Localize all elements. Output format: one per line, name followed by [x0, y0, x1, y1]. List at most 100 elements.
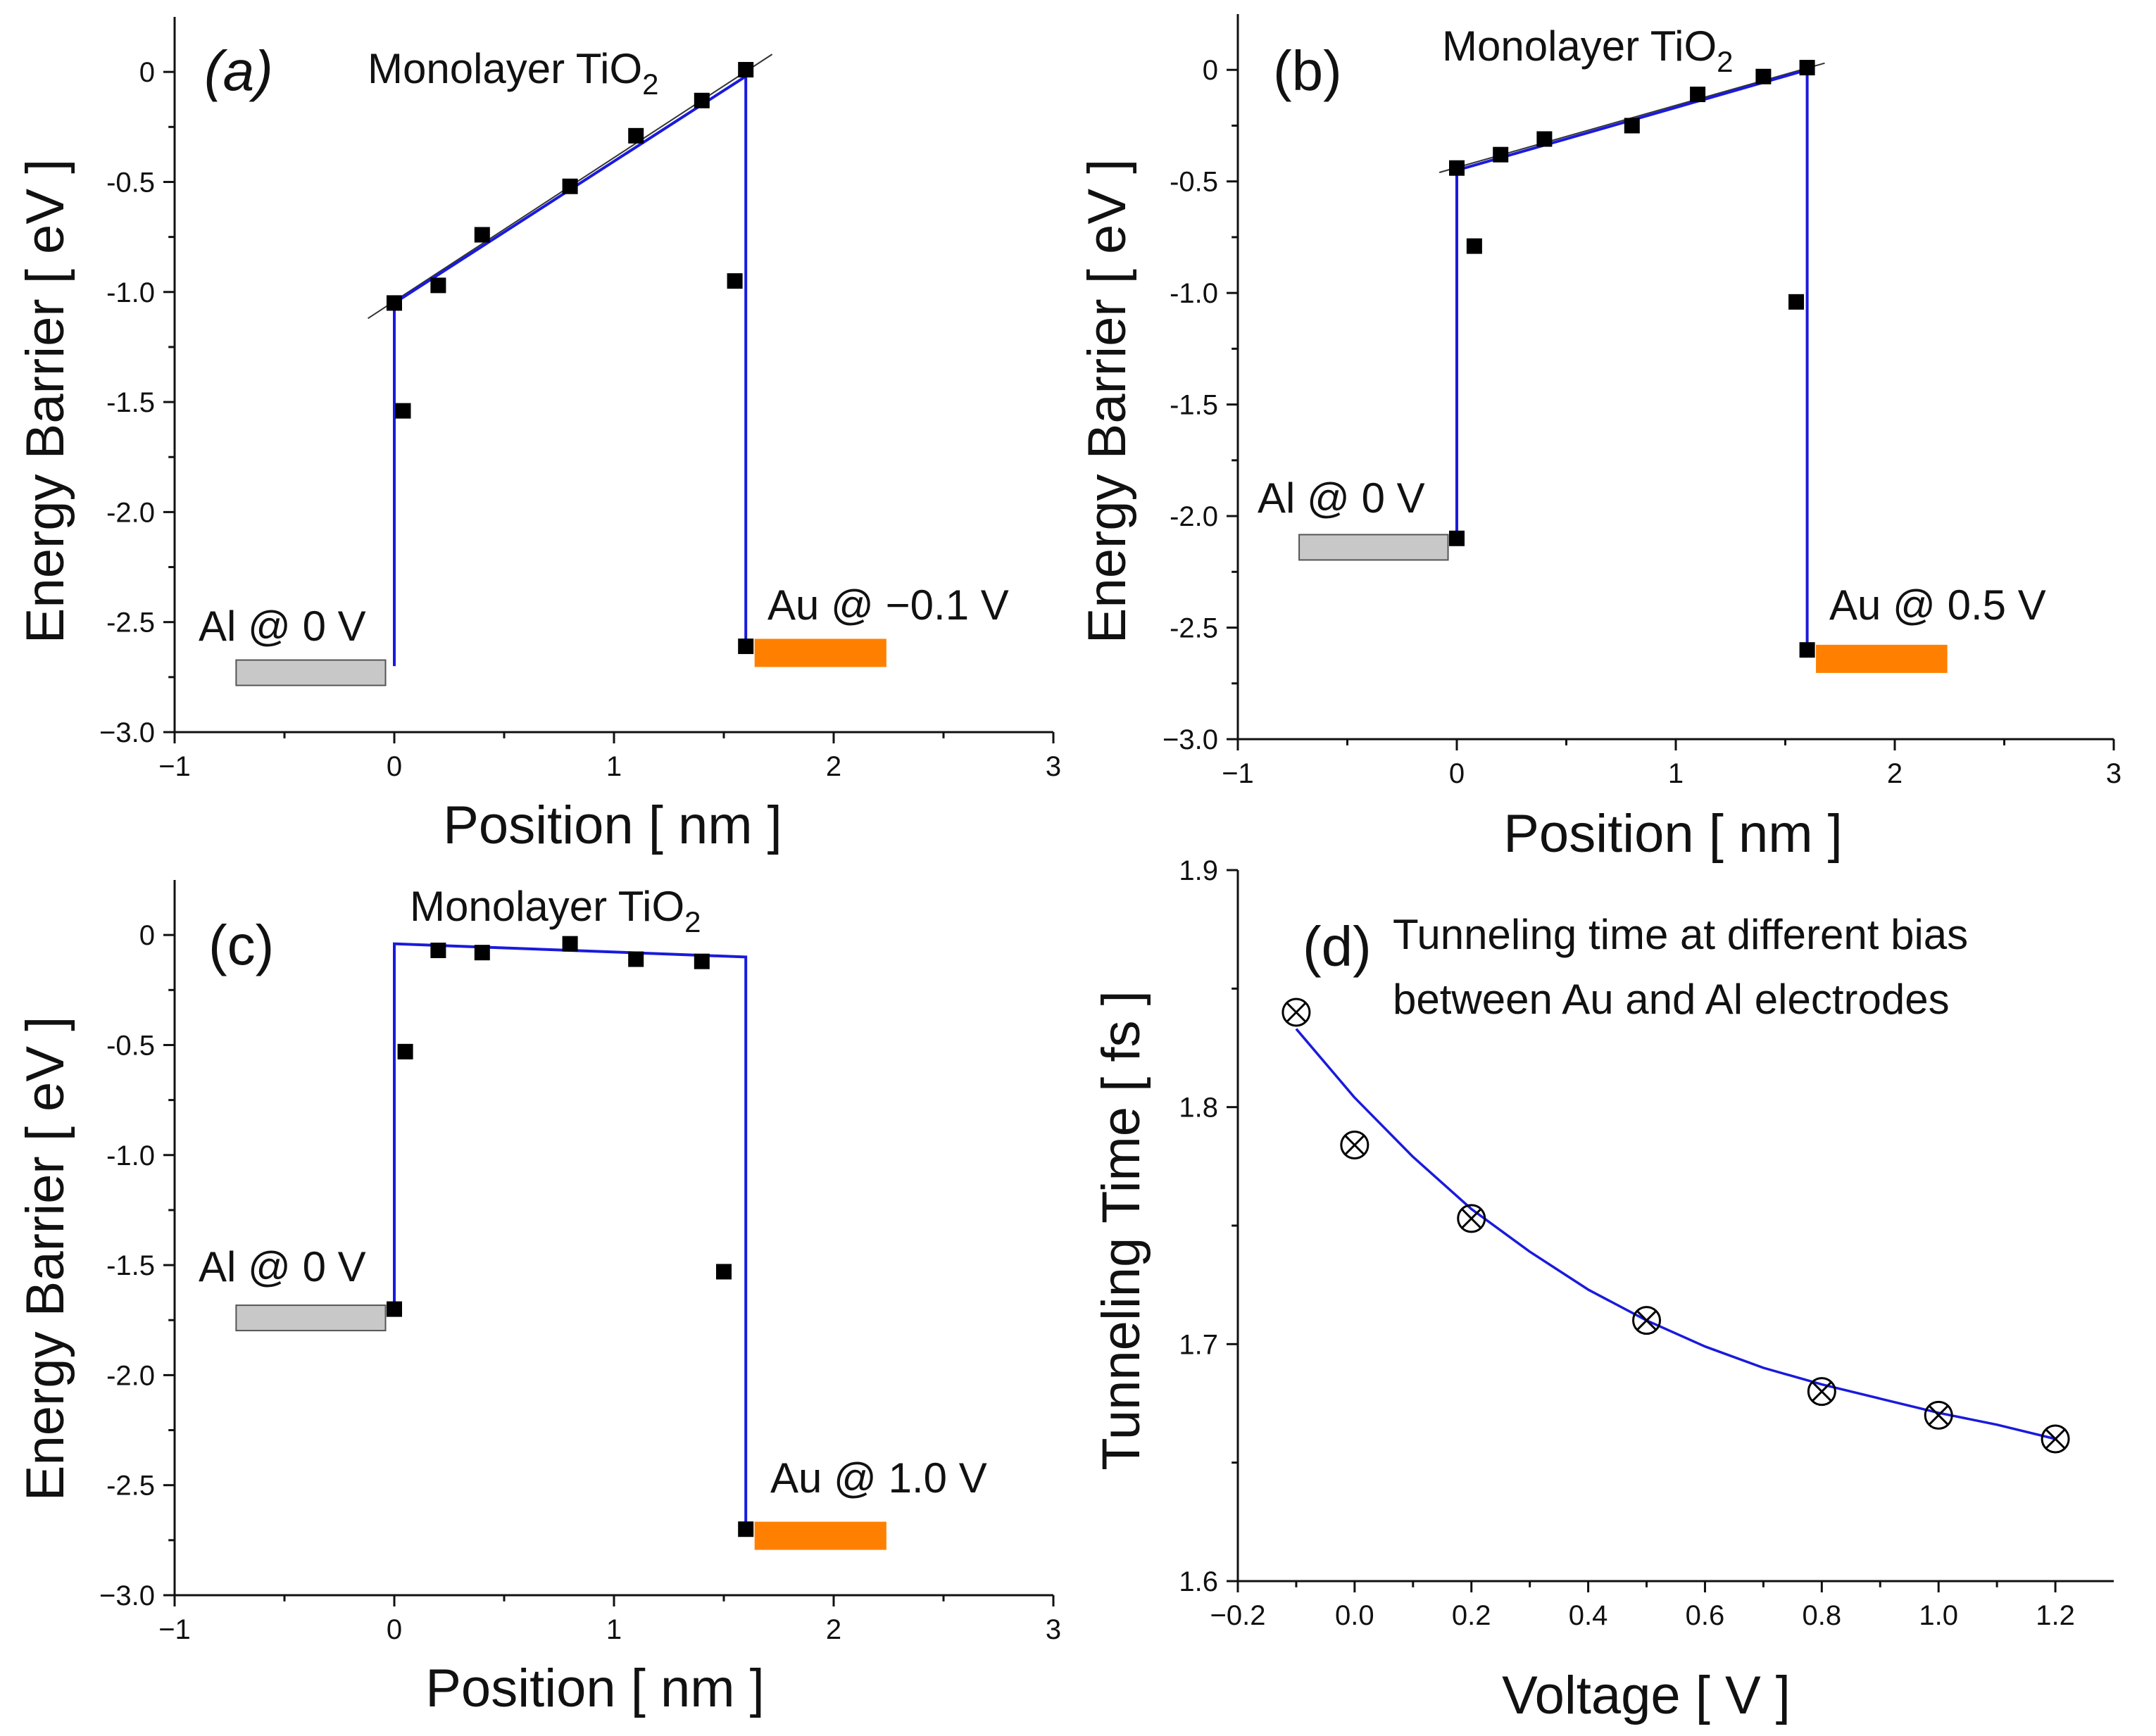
data-point-b [1799, 60, 1815, 76]
data-point-a [387, 295, 402, 311]
y-tick-label-a: -0.5 [106, 167, 155, 198]
point-circle [1807, 1377, 1836, 1407]
al-electrode-bar-a [235, 659, 387, 686]
x-tick-label-a: 2 [826, 751, 841, 782]
y-axis-title-a: Energy Barrier [ eV ] [15, 159, 75, 644]
point-cross [2045, 1428, 2066, 1449]
y-tick-label-b: -1.5 [1170, 390, 1218, 421]
point-cross [1286, 1002, 1306, 1023]
y-axis-title-b: Energy Barrier [ eV ] [1077, 159, 1137, 644]
panel-c: (c) Monolayer TiO2 Position [ nm ] Energ… [15, 883, 987, 1718]
data-point-b [1755, 68, 1772, 84]
x-tick-label-d: 1.0 [1919, 1600, 1958, 1631]
plot-c: −1 0 1 2 3 0 -0.5 -1.0 -1.5 -2.0 -2.5 −3.0 [99, 880, 1061, 1645]
x-tick-label-d: 0.0 [1335, 1600, 1374, 1631]
data-point-d [2041, 1424, 2070, 1454]
data-point-c [628, 951, 644, 967]
data-point-a [694, 92, 710, 108]
point-circle [2041, 1424, 2070, 1454]
data-point-a [738, 639, 754, 655]
y-tick-label-c: -1.5 [106, 1250, 155, 1281]
point-circle [1340, 1131, 1370, 1160]
x-tick-label-d: 0.4 [1569, 1600, 1608, 1631]
au-electrode-bar-b [1816, 644, 1948, 673]
y-tick-label-a: -1.0 [106, 277, 155, 308]
panel-b: (b) Monolayer TiO2 Position [ nm ] Energ… [1077, 23, 2046, 864]
data-point-c [430, 943, 446, 959]
monolayer-annotation-c: Monolayer TiO2 [410, 883, 701, 938]
y-tick-label-c: -1.0 [106, 1140, 155, 1171]
au-label-a: Au @ −0.1 V [767, 581, 1009, 629]
data-point-b [1449, 530, 1465, 546]
data-point-c [387, 1301, 402, 1317]
monolayer-annotation-b: Monolayer TiO2 [1442, 23, 1734, 78]
x-tick-label-c: −1 [158, 1614, 191, 1645]
monolayer-annotation-a: Monolayer TiO2 [368, 45, 659, 101]
al-label-c: Al @ 0 V [199, 1243, 366, 1290]
annotation-line2-d: between Au and Al electrodes [1393, 976, 1950, 1023]
y-tick-label-a: −3.0 [99, 717, 155, 748]
point-circle [1457, 1204, 1486, 1233]
x-axis-title-a: Position [ nm ] [443, 795, 782, 855]
plot-a: −1 0 1 2 3 0 -0.5 -1.0 -1.5 -2.0 -2.5 −3.0 [99, 17, 1061, 782]
x-tick-label-b: 1 [1668, 758, 1684, 789]
x-tick-label-d: 1.2 [2036, 1600, 2075, 1631]
x-tick-label-c: 1 [606, 1614, 622, 1645]
data-point-a [474, 227, 490, 243]
data-point-a [562, 178, 578, 194]
y-tick-label-d: 1.9 [1179, 855, 1218, 886]
y-tick-label-a: -1.5 [106, 387, 155, 418]
y-tick-label-c: 0 [139, 920, 155, 951]
data-point-d [1632, 1306, 1662, 1335]
barrier-profile-line-b [1455, 68, 1809, 650]
plot-d: −0.2 0.0 0.2 0.4 0.6 0.8 1.0 1.2 1.6 1.7 1.8 1.9 [1179, 855, 2114, 1631]
y-tick-label-d: 1.8 [1179, 1093, 1218, 1124]
x-tick-label-b: 0 [1449, 758, 1465, 789]
point-cross [1636, 1310, 1657, 1331]
data-point-d [1457, 1204, 1486, 1233]
y-tick-label-b: -0.5 [1170, 167, 1218, 198]
plot-b: −1 0 1 2 3 0 -0.5 -1.0 -1.5 -2.0 -2.5 −3.0 [1162, 14, 2121, 789]
point-circle [1281, 998, 1311, 1027]
x-tick-label-a: 0 [387, 751, 402, 782]
x-tick-label-d: 0.8 [1803, 1600, 1842, 1631]
data-point-c [397, 1043, 413, 1059]
y-tick-label-b: -2.0 [1170, 501, 1218, 532]
al-label-b: Al @ 0 V [1258, 474, 1425, 522]
panel-label-d: (d) [1303, 915, 1372, 978]
x-axis-title-d: Voltage [ V ] [1502, 1666, 1791, 1725]
data-point-d [1281, 998, 1311, 1027]
data-point-d [1340, 1131, 1370, 1160]
data-point-d [1807, 1377, 1836, 1407]
fit-curve-d [1295, 1028, 2056, 1440]
y-tick-label-b: 0 [1203, 55, 1218, 86]
data-point-c [474, 945, 490, 961]
annotation-line1-d: Tunneling time at different bias [1393, 911, 1968, 958]
x-tick-label-a: −1 [158, 751, 191, 782]
point-cross [1812, 1381, 1832, 1402]
al-electrode-bar-b [1298, 534, 1449, 561]
y-tick-label-d: 1.7 [1179, 1329, 1218, 1360]
data-point-b [1788, 294, 1805, 310]
y-tick-label-b: -1.0 [1170, 278, 1218, 309]
y-tick-label-b: −3.0 [1162, 724, 1218, 755]
data-point-a [738, 62, 754, 78]
x-tick-label-a: 3 [1046, 751, 1061, 782]
x-tick-label-d: 0.6 [1686, 1600, 1725, 1631]
data-point-a [430, 277, 446, 294]
data-point-b [1466, 238, 1482, 254]
point-cross [1461, 1208, 1481, 1228]
panel-label-a: (a) [204, 39, 273, 102]
data-point-b [1799, 642, 1815, 658]
barrier-profile-line-a [393, 73, 748, 667]
y-tick-label-c: -2.0 [106, 1360, 155, 1391]
x-tick-label-b: 3 [2106, 758, 2121, 789]
y-tick-label-d: 1.6 [1179, 1566, 1218, 1597]
point-circle [1924, 1400, 1953, 1430]
data-point-b [1536, 131, 1553, 147]
y-tick-label-a: 0 [139, 57, 155, 88]
al-label-a: Al @ 0 V [199, 603, 366, 650]
data-point-a [628, 127, 644, 144]
x-tick-label-c: 2 [826, 1614, 841, 1645]
